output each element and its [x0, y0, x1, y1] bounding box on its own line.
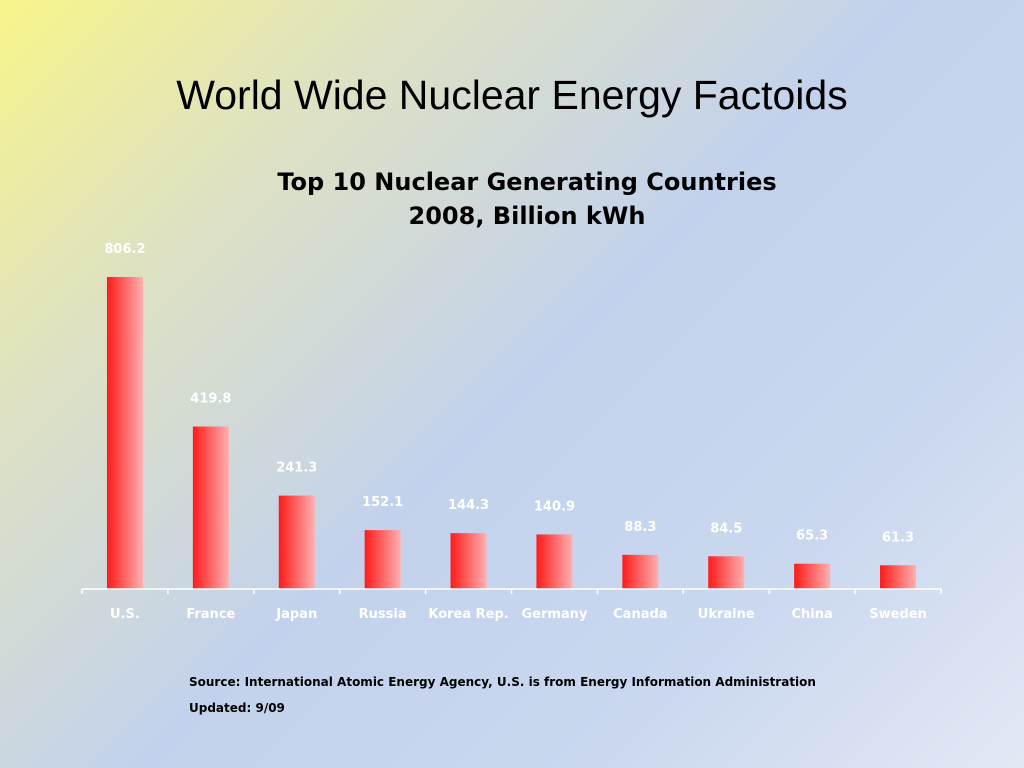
- category-label: Russia: [359, 607, 407, 622]
- slide-title: World Wide Nuclear Energy Factoids: [176, 72, 848, 118]
- bar-chart: 806.2 419.8 241.3 152.1 144.3 140.9 88.3 84.5 65…: [81, 242, 942, 622]
- value-label: 152.1: [362, 495, 403, 510]
- category-label: Germany: [521, 607, 587, 622]
- bar-japan: [278, 495, 315, 589]
- value-label: 65.3: [796, 529, 828, 544]
- bar-canada: [622, 554, 659, 589]
- chart-title: Top 10 Nuclear Generating Countries 2008…: [0, 165, 1024, 233]
- chart-title-line-1: Top 10 Nuclear Generating Countries: [277, 168, 777, 196]
- value-label: 241.3: [276, 461, 317, 476]
- value-label: 144.3: [448, 498, 489, 513]
- chart-title-line-2: 2008, Billion kWh: [408, 202, 646, 230]
- value-label: 84.5: [710, 521, 742, 536]
- x-axis: [81, 588, 942, 594]
- category-label: Japan: [275, 607, 317, 622]
- category-labels: U.S. France Japan Russia Korea Rep. Germany Ca…: [110, 607, 927, 622]
- bar-ukraine: [708, 556, 745, 589]
- category-label: U.S.: [110, 607, 140, 622]
- category-label: Canada: [613, 607, 667, 622]
- value-label: 61.3: [882, 530, 914, 545]
- category-label: Ukraine: [698, 607, 755, 622]
- data-labels: 806.2 419.8 241.3 152.1 144.3 140.9 88.3 84.5 65…: [104, 242, 914, 545]
- bar-series: [106, 277, 917, 589]
- bar-korea-rep: [450, 533, 487, 589]
- bar-u-s: [106, 277, 143, 589]
- value-label: 806.2: [104, 242, 145, 257]
- category-label: Korea Rep.: [428, 607, 508, 622]
- bar-russia: [364, 530, 401, 589]
- bar-france: [192, 426, 229, 589]
- category-label: China: [792, 607, 833, 622]
- bar-china: [794, 563, 831, 589]
- updated-note: Updated: 9/09: [189, 701, 285, 715]
- bar-sweden: [880, 565, 917, 589]
- value-label: 140.9: [534, 499, 575, 514]
- category-label: France: [186, 607, 235, 622]
- bar-germany: [536, 534, 573, 589]
- value-label: 88.3: [624, 520, 656, 535]
- category-label: Sweden: [869, 607, 927, 622]
- value-label: 419.8: [190, 392, 231, 407]
- source-note: Source: International Atomic Energy Agen…: [189, 675, 816, 689]
